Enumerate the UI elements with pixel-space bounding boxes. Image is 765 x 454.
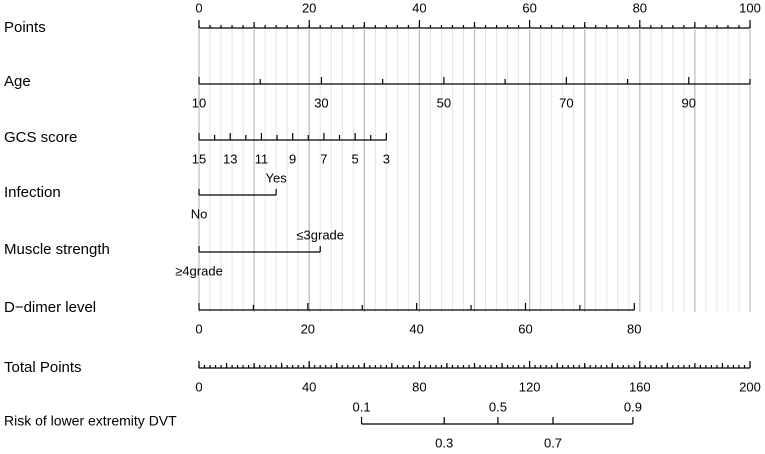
tick-label: 9: [289, 151, 296, 166]
tick-label: 0.1: [353, 399, 371, 414]
tick-label: 160: [629, 379, 651, 394]
level-label: Yes: [266, 170, 288, 185]
tick-label: 80: [627, 321, 641, 336]
level-label: ≥4grade: [175, 263, 223, 278]
tick-label: 80: [412, 379, 426, 394]
tick-label: 200: [739, 379, 761, 394]
tick-label: 3: [383, 151, 390, 166]
tick-label: 10: [192, 95, 206, 110]
tick-label: 20: [302, 0, 316, 15]
tick-label: 0.7: [544, 435, 562, 450]
row-label: Risk of lower extremity DVT: [4, 413, 177, 429]
row-label: GCS score: [4, 129, 77, 146]
tick-label: 0.9: [624, 399, 642, 414]
tick-label: 0: [195, 379, 202, 394]
row-label: Muscle strength: [4, 241, 110, 258]
tick-label: 40: [409, 321, 423, 336]
tick-label: 0: [195, 0, 202, 15]
tick-label: 40: [302, 379, 316, 394]
tick-label: 120: [519, 379, 541, 394]
tick-label: 13: [223, 151, 237, 166]
tick-label: 5: [351, 151, 358, 166]
tick-label: 30: [314, 95, 328, 110]
tick-label: 50: [437, 95, 451, 110]
row-label: D−dimer level: [4, 299, 96, 316]
tick-label: 80: [633, 0, 647, 15]
tick-label: 20: [301, 321, 315, 336]
tick-label: 60: [518, 321, 532, 336]
tick-label: 40: [412, 0, 426, 15]
level-label: ≤3grade: [296, 227, 344, 242]
tick-label: 0: [195, 321, 202, 336]
tick-label: 70: [559, 95, 573, 110]
tick-label: 7: [320, 151, 327, 166]
tick-label: 0.3: [435, 435, 453, 450]
row-label: Points: [4, 19, 46, 36]
level-label: No: [191, 206, 208, 221]
tick-label: 15: [192, 151, 206, 166]
row-label: Age: [4, 73, 31, 90]
row-label: Infection: [4, 184, 61, 201]
tick-label: 100: [739, 0, 761, 15]
tick-label: 0.5: [489, 399, 507, 414]
tick-label: 60: [522, 0, 536, 15]
row-label: Total Points: [4, 359, 82, 376]
tick-label: 90: [682, 95, 696, 110]
tick-label: 11: [255, 151, 269, 166]
